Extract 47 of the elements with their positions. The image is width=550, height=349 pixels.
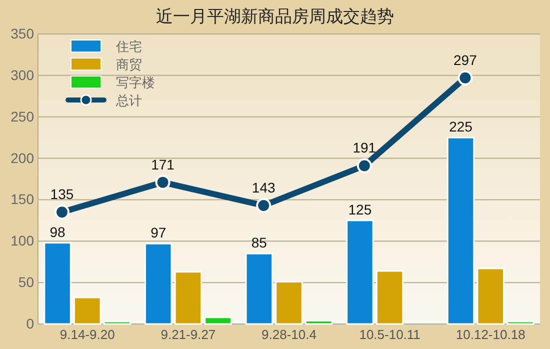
bar: [245, 252, 274, 325]
y-tick-label: 50: [18, 274, 34, 290]
data-label: 297: [454, 52, 478, 68]
legend-label: 住宅: [115, 39, 142, 54]
bar: [506, 320, 534, 325]
x-tick-label: 9.21-9.27: [160, 327, 216, 342]
chart-title: 近一月平湖新商品房周成交趋势: [156, 7, 394, 26]
bar: [204, 316, 232, 325]
y-tick-label: 0: [26, 315, 34, 332]
point: [54, 204, 70, 220]
data-label: 143: [252, 180, 276, 196]
x-tick-label: 9.28-10.4: [262, 327, 316, 342]
bar: [44, 242, 72, 325]
data-label: 98: [50, 224, 66, 240]
legend-label: 写字楼: [116, 75, 155, 90]
bar: [144, 242, 172, 325]
y-tick-label: 300: [10, 66, 34, 83]
legend-label: 商贸: [116, 57, 142, 72]
x-tick-label: 10.5-10.11: [359, 327, 420, 342]
bar: [476, 268, 504, 325]
data-label: 125: [348, 201, 372, 218]
x-tick-label: 10.12-10.18: [456, 327, 526, 342]
data-label: 85: [251, 234, 268, 251]
y-tick-label: 200: [10, 150, 34, 166]
bar: [446, 136, 475, 325]
bar: [376, 270, 404, 325]
point: [458, 70, 473, 86]
bar: [275, 280, 303, 325]
data-label: 191: [352, 140, 376, 156]
y-tick-label: 350: [10, 25, 34, 42]
point: [356, 158, 372, 174]
bar: [74, 296, 102, 325]
data-label: 171: [151, 156, 175, 172]
data-label: 135: [50, 186, 74, 202]
bar: [174, 271, 202, 325]
legend-label: 总计: [115, 93, 142, 108]
data-label: 97: [150, 224, 166, 241]
bar: [304, 320, 333, 325]
y-tick-label: 150: [10, 191, 34, 208]
point: [256, 198, 272, 214]
bar: [346, 220, 374, 325]
data-label: 225: [449, 118, 473, 135]
y-tick-label: 250: [10, 108, 34, 124]
bar: [103, 320, 132, 325]
y-tick-label: 100: [10, 232, 34, 249]
x-tick-label: 9.14-9.20: [60, 327, 115, 342]
point: [155, 174, 170, 190]
